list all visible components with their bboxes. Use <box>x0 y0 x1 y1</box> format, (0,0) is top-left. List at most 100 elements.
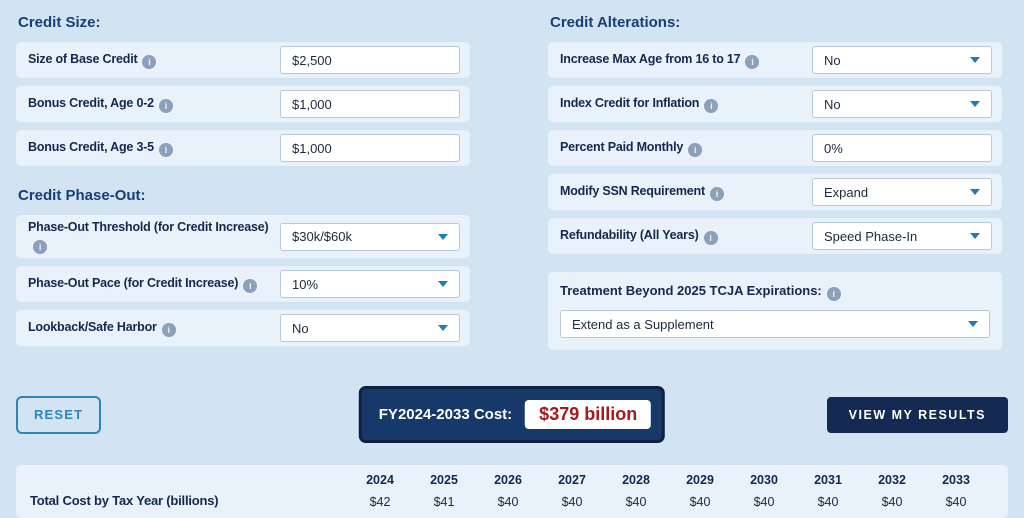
year-header: 2026 <box>494 473 522 487</box>
increase-max-age-select[interactable]: No <box>812 46 992 74</box>
table-column: 2032 $40 <box>860 473 924 510</box>
year-header: 2024 <box>366 473 394 487</box>
chevron-down-icon <box>438 281 448 287</box>
actions-bar: RESET FY2024-2033 Cost: $379 billion VIE… <box>16 386 1008 443</box>
increase-max-age-label: Increase Max Age from 16 to 17 i <box>560 51 767 69</box>
tcja-treatment-heading: Treatment Beyond 2025 TCJA Expirations: i <box>560 283 990 301</box>
year-value: $40 <box>753 495 775 509</box>
info-icon[interactable]: i <box>33 240 47 254</box>
year-value: $40 <box>817 495 839 509</box>
cost-table-columns: 2024 $42 2025 $41 2026 $40 2027 $40 2028 $40 … <box>348 473 988 510</box>
info-icon[interactable]: i <box>745 55 760 69</box>
info-icon[interactable]: i <box>703 231 718 245</box>
right-column: Credit Alterations: Increase Max Age fro… <box>548 14 1002 354</box>
lookback-safe-harbor-value: No <box>292 320 309 336</box>
table-column: 2029 $40 <box>668 473 732 510</box>
index-inflation-label: Index Credit for Inflation i <box>560 95 726 113</box>
cost-value: $379 billion <box>525 400 652 429</box>
index-inflation-value: No <box>824 96 841 112</box>
row-increase-max-age: Increase Max Age from 16 to 17 i No <box>548 42 1002 78</box>
year-header: 2029 <box>686 473 714 487</box>
table-column: 2028 $40 <box>604 473 668 510</box>
row-phase-out-threshold: Phase-Out Threshold (for Credit Increase… <box>16 215 470 258</box>
lookback-safe-harbor-label: Lookback/Safe Harbor i <box>28 319 184 337</box>
chevron-down-icon <box>970 233 980 239</box>
index-inflation-select[interactable]: No <box>812 90 992 118</box>
year-value: $40 <box>497 495 519 509</box>
chevron-down-icon <box>968 321 978 327</box>
row-bonus-credit-3-5: Bonus Credit, Age 3-5 i <box>16 130 470 166</box>
year-value: $42 <box>369 495 391 509</box>
year-value: $40 <box>689 495 711 509</box>
year-value: $40 <box>945 495 967 509</box>
total-cost-box: FY2024-2033 Cost: $379 billion <box>358 386 666 443</box>
chevron-down-icon <box>970 101 980 107</box>
credit-size-heading: Credit Size: <box>18 14 101 31</box>
tcja-treatment-select[interactable]: Extend as a Supplement <box>560 310 990 338</box>
reset-button[interactable]: RESET <box>16 395 102 434</box>
chevron-down-icon <box>438 233 448 240</box>
table-column: 2025 $41 <box>412 473 476 510</box>
phase-out-threshold-value: $30k/$60k <box>292 229 352 244</box>
cost-by-year-table: Total Cost by Tax Year (billions) 2024 $4… <box>16 465 1008 518</box>
table-column: 2026 $40 <box>476 473 540 510</box>
refundability-select[interactable]: Speed Phase-In <box>812 222 992 250</box>
bonus-credit-3-5-label: Bonus Credit, Age 3-5 i <box>28 139 181 157</box>
row-percent-paid-monthly: Percent Paid Monthly i <box>548 130 1002 166</box>
year-header: 2027 <box>558 473 586 487</box>
refundability-value: Speed Phase-In <box>824 228 918 244</box>
info-icon[interactable]: i <box>142 55 157 69</box>
view-results-button[interactable]: VIEW MY RESULTS <box>826 396 1008 433</box>
table-column: 2030 $40 <box>732 473 796 510</box>
info-icon[interactable]: i <box>158 143 173 157</box>
info-icon[interactable]: i <box>243 279 258 293</box>
info-icon[interactable]: i <box>709 187 724 201</box>
phase-out-pace-value: 10% <box>292 276 319 292</box>
year-value: $40 <box>561 495 583 509</box>
info-icon[interactable]: i <box>158 99 173 113</box>
increase-max-age-value: No <box>824 52 841 68</box>
modify-ssn-select[interactable]: Expand <box>812 178 992 206</box>
refundability-label: Refundability (All Years) i <box>560 227 726 245</box>
year-value: $40 <box>625 495 647 509</box>
percent-paid-monthly-input[interactable] <box>812 134 992 162</box>
year-value: $41 <box>433 495 455 509</box>
year-header: 2030 <box>750 473 778 487</box>
bonus-credit-0-2-label: Bonus Credit, Age 0-2 i <box>28 95 181 113</box>
cost-label: FY2024-2033 Cost: <box>378 406 513 423</box>
credit-alterations-heading: Credit Alterations: <box>550 14 681 31</box>
chevron-down-icon <box>970 57 980 63</box>
bonus-credit-3-5-input[interactable] <box>280 134 460 162</box>
chevron-down-icon <box>438 325 448 331</box>
table-column: 2027 $40 <box>540 473 604 510</box>
phase-out-threshold-label: Phase-Out Threshold (for Credit Increase… <box>28 220 269 254</box>
phase-out-threshold-select[interactable]: $30k/$60k <box>280 222 460 251</box>
base-credit-label: Size of Base Credit i <box>28 51 164 69</box>
info-icon[interactable]: i <box>688 143 703 157</box>
row-lookback-safe-harbor: Lookback/Safe Harbor i No <box>16 310 470 346</box>
base-credit-input[interactable] <box>280 46 460 74</box>
lookback-safe-harbor-select[interactable]: No <box>280 314 460 342</box>
chevron-down-icon <box>970 189 980 195</box>
row-modify-ssn: Modify SSN Requirement i Expand <box>548 174 1002 210</box>
info-icon[interactable]: i <box>704 99 719 113</box>
phase-out-pace-select[interactable]: 10% <box>280 270 460 298</box>
bonus-credit-0-2-input[interactable] <box>280 90 460 118</box>
tcja-treatment-card: Treatment Beyond 2025 TCJA Expirations: i… <box>548 272 1002 350</box>
info-icon[interactable]: i <box>161 323 176 337</box>
row-index-inflation: Index Credit for Inflation i No <box>548 86 1002 122</box>
year-header: 2033 <box>942 473 970 487</box>
modify-ssn-label: Modify SSN Requirement i <box>560 183 732 201</box>
year-header: 2025 <box>430 473 458 487</box>
row-base-credit: Size of Base Credit i <box>16 42 470 78</box>
info-icon[interactable]: i <box>826 287 841 301</box>
credit-phase-out-heading: Credit Phase-Out: <box>18 187 146 204</box>
year-header: 2032 <box>878 473 906 487</box>
table-column: 2033 $40 <box>924 473 988 510</box>
percent-paid-monthly-label: Percent Paid Monthly i <box>560 139 710 157</box>
table-column: 2024 $42 <box>348 473 412 510</box>
tcja-treatment-value: Extend as a Supplement <box>572 316 714 332</box>
